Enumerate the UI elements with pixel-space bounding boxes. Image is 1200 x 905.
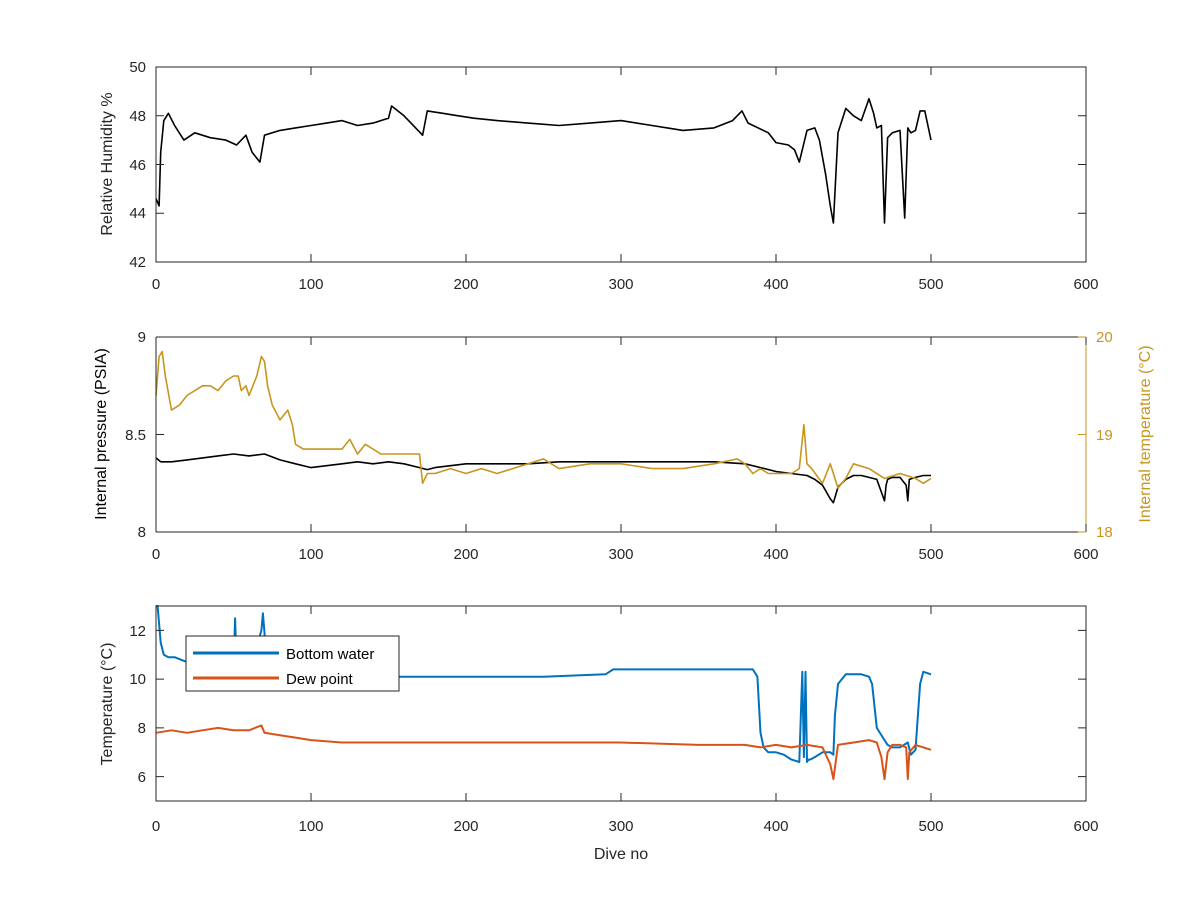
series-line-humidity-humidity [155, 97, 932, 224]
legend-box [185, 635, 400, 692]
humidity-y-tick-label: 46 [129, 157, 146, 174]
humidity-y-tick-label: 50 [129, 59, 146, 76]
pressure-y-tick-label: 8 [138, 524, 146, 541]
pressure-x-tick-label: 100 [298, 546, 323, 563]
temperature-x-tick-label: 500 [918, 818, 943, 835]
pressure-y-axis-label: Internal pressure (PSIA) [93, 348, 110, 520]
legend-label-dew-point: Dew point [286, 671, 354, 688]
temperature-y-axis-label: Temperature (°C) [99, 643, 116, 766]
pressure-plot-lines [155, 350, 932, 504]
pressure-x-tick-label: 300 [608, 546, 633, 563]
temperature-x-tick-label: 200 [453, 818, 478, 835]
pressure-panel: 0 100 200 300 400 500 600 8 8.5 9 18 19 … [93, 329, 1154, 563]
humidity-x-tick-label: 600 [1073, 276, 1098, 293]
series-line-dew-point [155, 724, 932, 781]
humidity-y-ticks: 42 44 46 48 50 [129, 59, 146, 271]
temperature-x-tick-label: 100 [298, 818, 323, 835]
temperature-axes-box [155, 605, 1087, 802]
humidity-y-tick-label: 42 [129, 254, 146, 271]
temperature-y-tick-label: 8 [138, 720, 146, 737]
pressure-x-tick-label: 600 [1073, 546, 1098, 563]
pressure-x-tick-label: 500 [918, 546, 943, 563]
humidity-plot-lines [155, 97, 932, 224]
humidity-axes-box [155, 66, 1087, 263]
legend: Bottom water Dew point [185, 635, 400, 692]
temperature-y-tick-label: 12 [129, 623, 146, 640]
pressure-y-ticks: 8 8.5 9 [125, 329, 146, 541]
temperature-x-tick-label: 0 [152, 818, 160, 835]
humidity-x-tick-label: 500 [918, 276, 943, 293]
pressure-x-tick-label: 0 [152, 546, 160, 563]
humidity-y-axis-label: Relative Humidity % [99, 92, 116, 235]
temperature-y-tick-label: 10 [129, 671, 146, 688]
temperature-y-ticks: 18 19 20 [1096, 329, 1113, 541]
series-line-pressure-internal-temp [155, 350, 932, 489]
humidity-panel: 0 100 200 300 400 500 600 42 44 46 48 50… [99, 59, 1099, 293]
temperature-x-tick-label: 300 [608, 818, 633, 835]
temperature-x-ticks: 0 100 200 300 400 500 600 [152, 818, 1099, 835]
temperature-y-tick-label: 6 [138, 769, 146, 786]
temperature-y-tick-label: 20 [1096, 329, 1113, 346]
temperature-y-ticks: 6 8 10 12 [129, 623, 146, 786]
pressure-y-tick-label: 9 [138, 329, 146, 346]
humidity-x-ticks: 0 100 200 300 400 500 600 [152, 276, 1099, 293]
humidity-x-tick-label: 0 [152, 276, 160, 293]
pressure-x-ticks: 0 100 200 300 400 500 600 [152, 546, 1099, 563]
pressure-x-tick-label: 400 [763, 546, 788, 563]
humidity-x-tick-label: 200 [453, 276, 478, 293]
series-line-pressure-pressure [155, 453, 931, 504]
temperature-x-tick-label: 600 [1073, 818, 1098, 835]
humidity-x-tick-label: 400 [763, 276, 788, 293]
pressure-y-tick-label: 8.5 [125, 427, 146, 444]
temperature-y-tick-label: 19 [1096, 427, 1113, 444]
legend-label-bottom-water: Bottom water [286, 646, 374, 663]
humidity-y-tick-label: 44 [129, 205, 146, 222]
pressure-x-tick-label: 200 [453, 546, 478, 563]
humidity-y-tick-label: 48 [129, 108, 146, 125]
temperature-y-tick-label: 18 [1096, 524, 1113, 541]
humidity-x-tick-label: 100 [298, 276, 323, 293]
humidity-x-tick-label: 300 [608, 276, 633, 293]
temperature-plot-lines [155, 605, 932, 781]
temperature-x-tick-label: 400 [763, 818, 788, 835]
temperature-y-axis-label: Internal temperature (°C) [1137, 345, 1154, 522]
temperature-panel: 0 100 200 300 400 500 600 6 8 10 12 Temp… [99, 605, 1099, 863]
x-axis-label: Dive no [594, 846, 648, 863]
